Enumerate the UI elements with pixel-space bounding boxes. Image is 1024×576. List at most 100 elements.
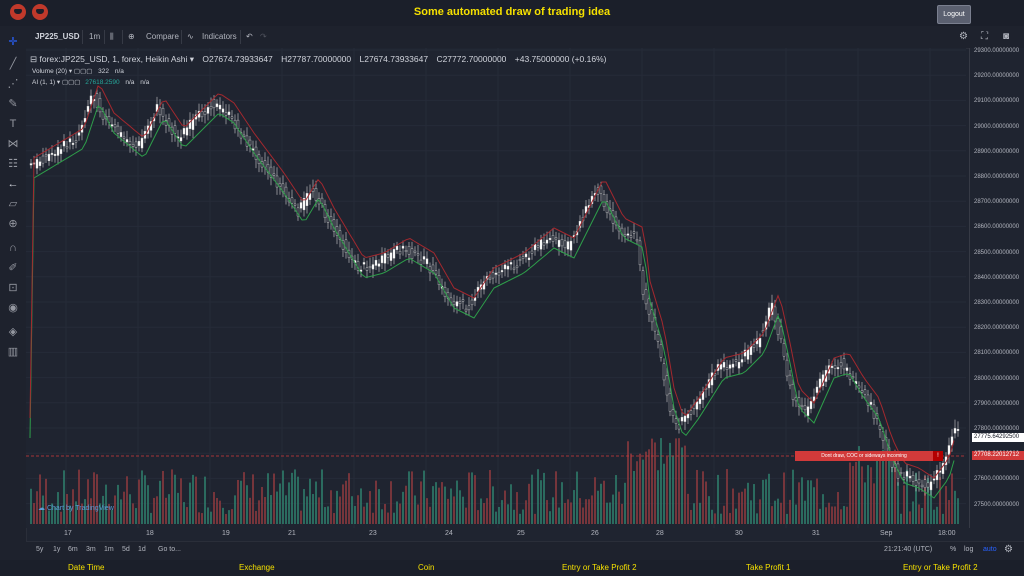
volume-bar [459, 490, 461, 524]
candle-body [398, 250, 402, 255]
hint-alert-icon[interactable]: ! [933, 451, 943, 461]
legend-ai[interactable]: AI (1, 1) ▾ ▢▢▢ 27618.2590 n/a n/a [32, 79, 150, 86]
trend-line-icon[interactable]: ╱ [9, 58, 17, 70]
volume-bar [417, 504, 419, 524]
watermark[interactable]: ☁ Chart by TradingView [38, 504, 114, 512]
logout-button[interactable]: Logout [937, 5, 971, 24]
layers-icon[interactable]: ◈ [8, 326, 18, 338]
candle-body [791, 384, 795, 400]
candle-body [695, 401, 699, 410]
time-tick-label: 28 [656, 530, 664, 537]
candle-body [269, 166, 273, 178]
volume-bar [423, 470, 425, 524]
time-tick-label: 23 [369, 530, 377, 537]
candle-body [494, 272, 498, 275]
volume-bar [345, 480, 347, 524]
candle-body [371, 264, 375, 270]
volume-bar [456, 480, 458, 524]
time-axis[interactable]: 17 18 19 21 23 24 25 26 28 30 31 Sep 18:00 [26, 528, 969, 540]
undo-icon[interactable]: ↶ [246, 32, 253, 41]
zoom-icon[interactable]: ⊕ [8, 218, 18, 230]
volume-bar [309, 478, 311, 524]
candle-body [422, 256, 426, 260]
volume-bar [159, 480, 161, 524]
price-tick-label: 28700.00000000 [974, 199, 1020, 206]
range-5y[interactable]: 5y [36, 546, 44, 553]
candle-body [77, 132, 81, 136]
range-3m[interactable]: 3m [86, 546, 96, 553]
range-6m[interactable]: 6m [68, 546, 78, 553]
candle-body [122, 136, 126, 139]
candle-body [902, 477, 906, 480]
compare-icon[interactable]: ⊕ [128, 32, 135, 41]
legend-volume[interactable]: Volume (20) ▾ ▢▢▢ 322 n/a [32, 68, 124, 75]
candle-body [116, 125, 120, 134]
candle-body [668, 393, 672, 412]
symbol-search[interactable]: JP225_USD [35, 32, 80, 41]
clock-time[interactable]: 21:21:40 (UTC) [884, 546, 933, 553]
volume-bar [219, 500, 221, 524]
volume-bar [42, 495, 44, 524]
range-1m[interactable]: 1m [104, 546, 114, 553]
legend-close: C27772.70000000 [436, 54, 507, 64]
volume-bar [393, 512, 395, 524]
volume-bar [801, 477, 803, 524]
goto-button[interactable]: Go to... [158, 546, 181, 553]
settings-gear-icon[interactable]: ⚙ [959, 31, 968, 42]
measure-icon[interactable]: ☷ [8, 158, 18, 170]
volume-bar [687, 493, 689, 524]
crosshair-icon[interactable]: ✛ [8, 36, 18, 48]
pattern-icon[interactable]: ⋈ [7, 138, 19, 150]
indicators-icon[interactable]: ∿ [187, 32, 194, 41]
interval-selector[interactable]: 1m [89, 32, 101, 41]
range-1y[interactable]: 1y [53, 546, 61, 553]
fullscreen-icon[interactable]: ⛶ [981, 31, 988, 42]
brand-logo-icon-secondary [32, 4, 48, 20]
volume-bar [171, 469, 173, 524]
price-chart[interactable] [26, 48, 966, 528]
candle-body [173, 125, 177, 134]
chart-type-icon[interactable]: ⫼ [110, 32, 114, 41]
text-icon[interactable]: T [9, 118, 17, 130]
volume-bar [432, 486, 434, 524]
candle-body [947, 445, 951, 455]
chart-canvas[interactable]: ⊟ forex:JP225_USD, 1, forex, Heikin Ashi… [26, 48, 966, 528]
candle-body [461, 299, 465, 302]
ruler-icon[interactable]: ▱ [8, 198, 18, 210]
volume-bar [63, 470, 65, 524]
percent-toggle[interactable]: % [950, 546, 957, 553]
camera-icon[interactable]: ◙ [1003, 31, 1010, 42]
compare-button[interactable]: Compare [146, 32, 179, 41]
volume-bar [75, 501, 77, 524]
trash-icon[interactable]: ▥ [7, 346, 19, 358]
volume-bar [795, 504, 797, 524]
candle-body [599, 185, 603, 194]
lock-drawing-icon[interactable]: ✐ [8, 262, 18, 274]
axis-settings-gear-icon[interactable]: ⚙ [1004, 544, 1013, 555]
candle-body [62, 140, 66, 147]
footer-bar: Date Time Exchange Coin Entry or Take Pr… [0, 560, 1024, 576]
legend-icon: ⊟ [30, 54, 40, 64]
log-toggle[interactable]: log [964, 546, 974, 553]
magnet-icon[interactable]: ∩ [9, 242, 17, 254]
fib-icon[interactable]: ⋰ [7, 78, 19, 90]
price-axis[interactable]: 29300.00000000 29200.00000000 29100.000000… [969, 48, 1024, 528]
auto-toggle[interactable]: auto [983, 546, 997, 553]
lock-icon[interactable]: ⊡ [8, 282, 18, 294]
redo-icon[interactable]: ↷ [260, 32, 267, 41]
volume-bar [258, 500, 260, 524]
volume-bar [240, 480, 242, 524]
back-arrow-icon[interactable]: ← [7, 178, 19, 190]
candle-body [857, 385, 861, 389]
price-tick-label: 27600.00000000 [974, 476, 1020, 483]
legend-title[interactable]: forex:JP225_USD, 1, forex, Heikin Ashi [39, 54, 188, 64]
brush-icon[interactable]: ✎ [8, 98, 18, 110]
volume-bar [354, 505, 356, 524]
trade-hint-box[interactable]: Dont draw, COC or sideways incoming [795, 451, 933, 461]
volume-bar [939, 477, 941, 524]
eye-icon[interactable]: ◉ [8, 302, 18, 314]
range-5d[interactable]: 5d [122, 546, 130, 553]
range-1d[interactable]: 1d [138, 546, 146, 553]
indicators-button[interactable]: Indicators [202, 32, 237, 41]
volume-bar [366, 502, 368, 524]
